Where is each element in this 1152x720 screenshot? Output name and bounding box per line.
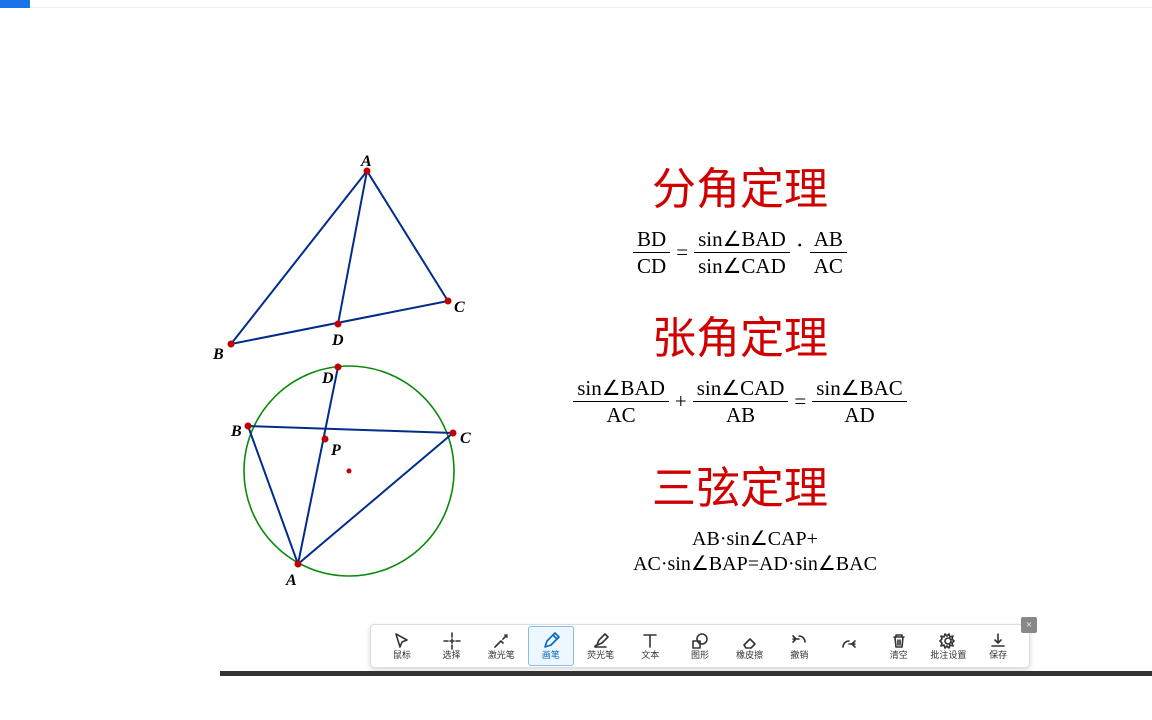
tool-label: 清空 xyxy=(890,651,908,660)
tool-label: 文本 xyxy=(641,651,659,660)
text-tool[interactable]: 文本 xyxy=(627,626,673,666)
bottom-strip xyxy=(220,671,1152,676)
save-tool[interactable]: 保存 xyxy=(975,626,1021,666)
tool-label: 激光笔 xyxy=(488,651,515,660)
point-label: B xyxy=(213,346,224,364)
theorem3-title: 三弦定理 xyxy=(570,452,910,516)
delete-tool[interactable]: 清空 xyxy=(876,626,922,666)
eraser-tool[interactable]: 橡皮擦 xyxy=(727,626,773,666)
tool-label: 荧光笔 xyxy=(587,651,614,660)
point-label: C xyxy=(454,299,465,317)
cursor-tool[interactable]: 鼠标 xyxy=(379,626,425,666)
select-tool[interactable]: 选择 xyxy=(429,626,475,666)
theorem-column: 分角定理 BDCD = sin∠BADsin∠CAD · ABAC 张角定理 s… xyxy=(570,153,1070,576)
annotation-toolbar: × 鼠标选择激光笔画笔荧光笔文本图形橡皮擦撤销清空批注设置保存 xyxy=(370,624,1030,668)
tool-label: 橡皮擦 xyxy=(736,651,763,660)
theorem2-title: 张角定理 xyxy=(570,302,910,366)
laser-tool[interactable]: 激光笔 xyxy=(478,626,524,666)
window-accent xyxy=(0,0,30,8)
undo-tool[interactable]: 撤销 xyxy=(776,626,822,666)
tool-label: 图形 xyxy=(691,651,709,660)
shapes-tool[interactable]: 图形 xyxy=(677,626,723,666)
point-label: A xyxy=(286,572,297,590)
point-label: C xyxy=(460,430,471,448)
top-bar xyxy=(0,0,1152,8)
tool-label: 撤销 xyxy=(790,651,808,660)
tool-label: 鼠标 xyxy=(393,651,411,660)
theorem1-title: 分角定理 xyxy=(570,153,910,217)
tool-label: 批注设置 xyxy=(930,651,966,660)
point-label: A xyxy=(361,153,372,171)
pen-tool[interactable]: 画笔 xyxy=(528,626,574,666)
redo-tool[interactable] xyxy=(826,626,872,666)
theorem3-equation: AB·sin∠CAP+ AC·sin∠BAP=AD·sin∠BAC xyxy=(570,526,940,576)
tool-label: 选择 xyxy=(443,651,461,660)
tool-label: 保存 xyxy=(989,651,1007,660)
point-label: B xyxy=(231,423,242,441)
tool-label: 画笔 xyxy=(542,651,560,660)
point-label: P xyxy=(331,442,341,460)
point-label: D xyxy=(332,332,344,350)
point-label: D xyxy=(322,370,334,388)
highlighter-tool[interactable]: 荧光笔 xyxy=(578,626,624,666)
settings-tool[interactable]: 批注设置 xyxy=(925,626,971,666)
close-icon[interactable]: × xyxy=(1021,617,1037,633)
whiteboard-canvas[interactable]: 分角定理 BDCD = sin∠BADsin∠CAD · ABAC 张角定理 s… xyxy=(0,8,1152,676)
theorem1-equation: BDCD = sin∠BADsin∠CAD · ABAC xyxy=(570,227,910,278)
theorem2-equation: sin∠BADAC + sin∠CADAB = sin∠BACAD xyxy=(570,376,910,427)
